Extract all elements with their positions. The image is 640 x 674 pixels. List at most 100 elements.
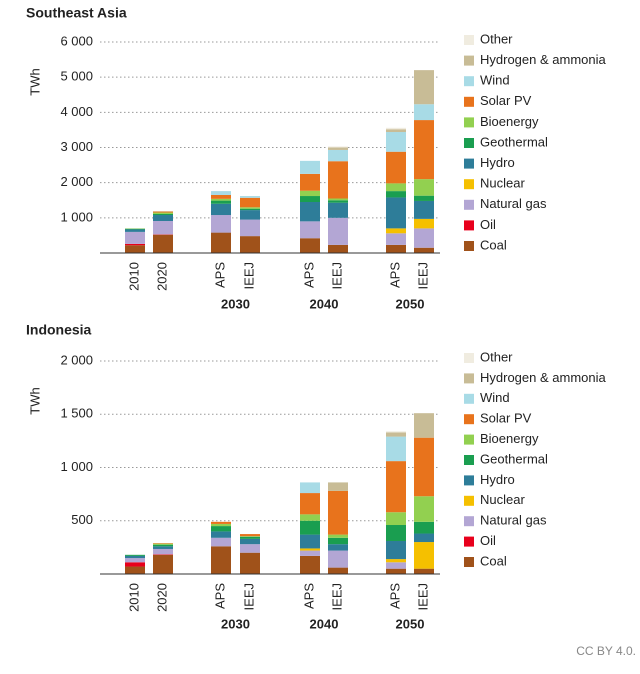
x-tick-label: APS	[387, 262, 402, 288]
bar-segment	[328, 148, 348, 150]
legend-swatch	[464, 353, 474, 363]
y-axis-label: TWh	[27, 68, 42, 95]
bar-segment	[386, 152, 406, 184]
bar-segment	[153, 221, 173, 234]
bar-segment	[125, 562, 145, 566]
bar-segment	[386, 461, 406, 512]
bar-segment	[153, 549, 173, 554]
bar-segment	[300, 521, 320, 535]
bar-segment	[386, 541, 406, 559]
chart-title: Indonesia	[26, 322, 92, 338]
bar-segment	[153, 212, 173, 213]
bar-segment	[386, 132, 406, 152]
bar-segment	[386, 562, 406, 568]
bar-segment	[328, 491, 348, 535]
bar-segment	[211, 191, 231, 195]
x-tick-label: IEEJ	[415, 583, 430, 610]
bar-segment	[328, 203, 348, 218]
y-tick-label: 1 500	[60, 406, 93, 421]
bar-segment	[211, 199, 231, 201]
bar-segment	[414, 196, 434, 201]
legend-label: Bioenergy	[480, 431, 539, 446]
x-tick-label: IEEJ	[415, 262, 430, 289]
bar-segment	[153, 215, 173, 221]
group-label: 2040	[310, 616, 339, 631]
bar-segment	[386, 431, 406, 432]
legend-swatch	[464, 179, 474, 189]
bar-segment	[414, 120, 434, 179]
bar-segment	[300, 161, 320, 174]
legend-swatch	[464, 241, 474, 251]
bar-segment	[414, 496, 434, 522]
legend-label: Oil	[480, 533, 496, 548]
bar-segment	[153, 545, 173, 547]
bar-segment	[300, 493, 320, 514]
legend-swatch	[464, 435, 474, 445]
x-tick-label: IEEJ	[241, 583, 256, 610]
bar-segment	[328, 200, 348, 202]
bar-segment	[386, 128, 406, 129]
bar-segment	[300, 196, 320, 202]
bar-segment	[240, 198, 260, 207]
y-tick-label: 2 000	[60, 352, 93, 367]
bar-segment	[211, 538, 231, 547]
x-tick-label: IEEJ	[329, 583, 344, 610]
legend-swatch	[464, 35, 474, 45]
x-tick-label: APS	[301, 583, 316, 609]
bar-segment	[125, 556, 145, 558]
bar-segment	[153, 555, 173, 574]
legend-label: Hydro	[480, 155, 515, 170]
bar-segment	[211, 524, 231, 526]
bar-segment	[328, 218, 348, 245]
legend-label: Nuclear	[480, 492, 525, 507]
bar-segment	[240, 544, 260, 553]
bar-segment	[125, 229, 145, 230]
legend-swatch	[464, 373, 474, 383]
bar-segment	[386, 432, 406, 436]
legend-label: Hydrogen & ammonia	[480, 370, 606, 385]
legend-label: Nuclear	[480, 176, 525, 191]
x-tick-label: 2010	[126, 583, 141, 612]
legend-swatch	[464, 159, 474, 169]
bar-segment	[240, 536, 260, 537]
bar-segment	[414, 534, 434, 543]
bar-segment	[240, 236, 260, 253]
bar-segment	[240, 209, 260, 210]
bar-segment	[125, 245, 145, 253]
bar-segment	[386, 569, 406, 574]
bar-segment	[386, 191, 406, 197]
x-tick-label: 2010	[126, 262, 141, 291]
legend-label: Coal	[480, 237, 507, 252]
chart-title: Southeast Asia	[26, 5, 127, 21]
legend-swatch	[464, 220, 474, 230]
legend-label: Hydrogen & ammonia	[480, 52, 606, 67]
legend-label: Solar PV	[480, 93, 532, 108]
x-tick-label: 2020	[154, 262, 169, 291]
legend-swatch	[464, 138, 474, 148]
bar-segment	[240, 537, 260, 539]
bar-segment	[125, 558, 145, 562]
bar-segment	[240, 220, 260, 237]
legend-label: Bioenergy	[480, 114, 539, 129]
legend-swatch	[464, 117, 474, 127]
bar-segment	[153, 543, 173, 544]
bar-segment	[386, 559, 406, 562]
bar-segment	[328, 245, 348, 253]
bar-segment	[414, 248, 434, 253]
bar-segment	[300, 556, 320, 574]
legend-label: Other	[480, 31, 513, 46]
bar-segment	[328, 551, 348, 568]
bar-segment	[240, 553, 260, 574]
bar-segment	[328, 538, 348, 544]
x-tick-label: APS	[212, 583, 227, 609]
bar-segment	[300, 482, 320, 493]
x-tick-label: IEEJ	[241, 262, 256, 289]
group-label: 2030	[221, 616, 250, 631]
bar-segment	[125, 555, 145, 556]
bar-segment	[125, 244, 145, 245]
bar-segment	[211, 526, 231, 531]
bar-segment	[328, 544, 348, 550]
bar-segment	[300, 535, 320, 549]
bar-segment	[300, 174, 320, 191]
y-tick-label: 4 000	[60, 104, 93, 119]
